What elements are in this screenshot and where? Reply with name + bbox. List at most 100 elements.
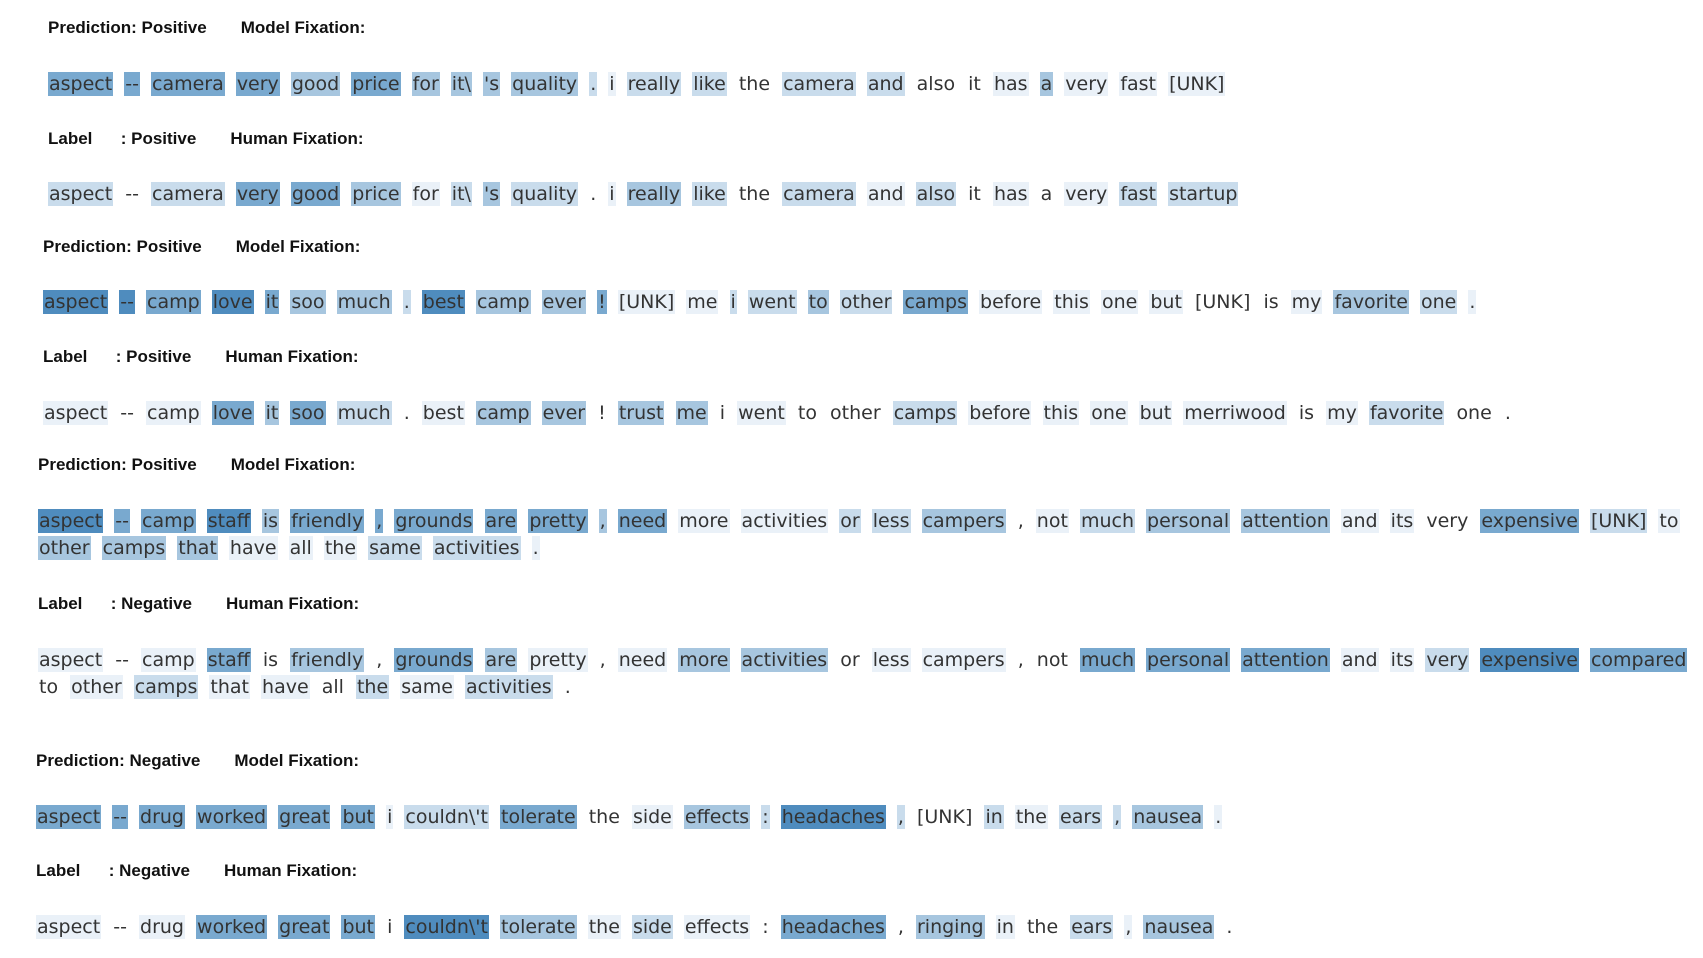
- token: very: [235, 72, 280, 96]
- token: i: [386, 805, 394, 829]
- token: worked: [196, 805, 268, 829]
- token: side: [631, 805, 673, 829]
- token: aspect: [38, 648, 104, 672]
- token: [UNK]: [1194, 291, 1251, 313]
- token: price: [351, 72, 401, 96]
- token: expensive: [1480, 648, 1579, 672]
- token: !: [598, 402, 606, 424]
- token: --: [119, 290, 135, 314]
- token: it: [968, 73, 981, 95]
- heading-label: Prediction: Positive: [38, 455, 197, 474]
- token: .: [531, 536, 540, 560]
- token: attention: [1241, 648, 1330, 672]
- token: this: [1042, 401, 1080, 425]
- token: activities: [432, 536, 521, 560]
- token: camp: [141, 509, 196, 533]
- token: my: [1290, 290, 1323, 314]
- token: all: [288, 536, 313, 560]
- token: but: [1138, 401, 1173, 425]
- token: personal: [1146, 509, 1231, 533]
- token: .: [564, 676, 571, 698]
- token: this: [1053, 290, 1090, 314]
- token: not: [1035, 509, 1069, 533]
- token: the: [323, 536, 358, 560]
- token: camps: [892, 401, 958, 425]
- token: before: [968, 401, 1032, 425]
- token: aspect: [43, 290, 109, 314]
- token: --: [115, 649, 129, 671]
- token: compared: [1589, 648, 1688, 672]
- token: soo: [290, 401, 326, 425]
- token: nausea: [1132, 805, 1204, 829]
- token: campers: [921, 509, 1006, 533]
- token: in: [984, 805, 1004, 829]
- token: love: [211, 290, 254, 314]
- token: much: [336, 401, 392, 425]
- token: activities: [740, 648, 829, 672]
- token: fast: [1119, 182, 1158, 206]
- heading-label: Label : Positive: [48, 129, 197, 148]
- token: one: [1419, 290, 1458, 314]
- token: quality: [511, 72, 579, 96]
- token: are: [484, 509, 518, 533]
- token: the: [1014, 805, 1048, 829]
- token: camp: [475, 401, 531, 425]
- token: good: [290, 182, 341, 206]
- token: aspect: [48, 182, 114, 206]
- token: camp: [475, 290, 531, 314]
- token: grounds: [394, 509, 474, 533]
- token: camp: [146, 401, 201, 425]
- token: its: [1389, 509, 1415, 533]
- token: went: [737, 401, 786, 425]
- row-heading: Prediction: Positive Model Fixation:: [43, 237, 360, 257]
- token: [UNK]: [916, 806, 973, 828]
- token: great: [278, 915, 331, 939]
- token: ,: [1017, 510, 1024, 532]
- token: and: [866, 72, 905, 96]
- heading-label: Prediction: Positive: [43, 237, 202, 256]
- token: the: [738, 73, 771, 95]
- token: friendly: [290, 509, 365, 533]
- token: best: [421, 290, 465, 314]
- token: ears: [1059, 805, 1103, 829]
- token-row: aspect -- drug worked great but i couldn…: [36, 804, 1701, 831]
- token: it: [264, 290, 280, 314]
- fixation-title: Human Fixation:: [230, 129, 364, 148]
- token: tolerate: [500, 805, 577, 829]
- token: or: [839, 509, 861, 533]
- token: .: [589, 72, 598, 96]
- token: camera: [151, 182, 225, 206]
- token: a: [1039, 72, 1054, 96]
- token: ,: [896, 805, 905, 829]
- row-heading: Label : Positive Human Fixation:: [43, 347, 359, 367]
- token: camera: [782, 182, 856, 206]
- token: side: [631, 915, 673, 939]
- token: for: [411, 72, 440, 96]
- token: camera: [151, 72, 225, 96]
- token: camps: [133, 675, 199, 699]
- token: staff: [206, 509, 251, 533]
- token: like: [692, 72, 727, 96]
- token: effects: [683, 915, 751, 939]
- token: trust: [617, 401, 665, 425]
- token: also: [915, 182, 957, 206]
- token: need: [617, 648, 668, 672]
- token: .: [1214, 805, 1223, 829]
- token: camp: [146, 290, 201, 314]
- token: need: [617, 509, 668, 533]
- token: ,: [598, 509, 607, 533]
- token: it\: [450, 72, 472, 96]
- token: favorite: [1333, 290, 1409, 314]
- token: aspect: [48, 72, 114, 96]
- token: --: [120, 402, 134, 424]
- token: very: [1426, 510, 1469, 532]
- token: good: [290, 72, 341, 96]
- token: great: [278, 805, 331, 829]
- token: same: [368, 536, 422, 560]
- token: much: [1079, 509, 1135, 533]
- token: fast: [1119, 72, 1158, 96]
- token: personal: [1146, 648, 1231, 672]
- token: the: [355, 675, 390, 699]
- token: it: [264, 401, 280, 425]
- token-row: aspect -- camera very good price for it\…: [48, 71, 1703, 98]
